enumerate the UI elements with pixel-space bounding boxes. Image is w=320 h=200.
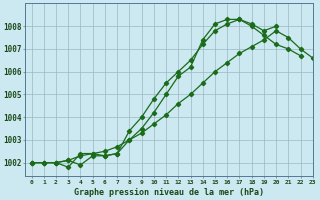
X-axis label: Graphe pression niveau de la mer (hPa): Graphe pression niveau de la mer (hPa) [74,188,264,197]
